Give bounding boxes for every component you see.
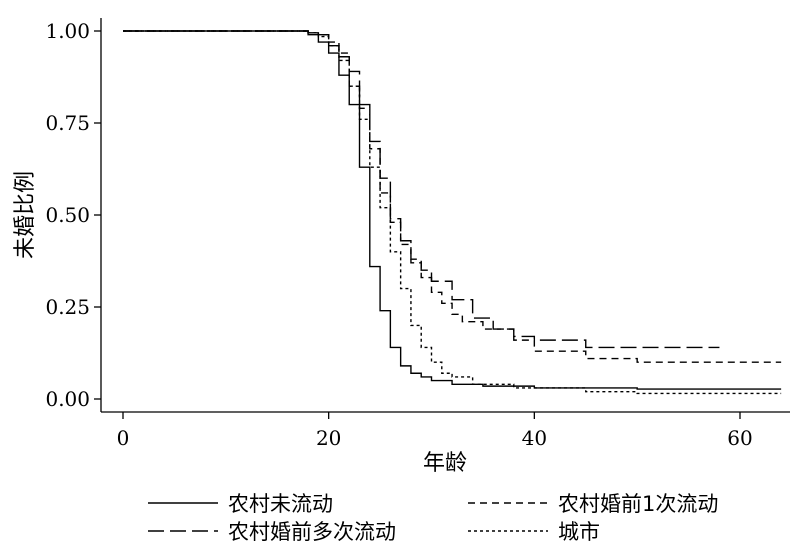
legend-label-2: 农村婚前1次流动 [558,492,718,516]
series-line-2 [123,30,782,363]
y-axis-title: 未婚比例 [13,171,38,259]
series-line-1 [123,30,782,390]
x-tick-label: 60 [727,426,752,450]
x-tick-label: 0 [117,426,130,450]
y-tick-label: 0.50 [45,203,90,227]
y-tick-label: 0.00 [45,387,90,411]
legend-label-1: 农村未流动 [228,492,333,516]
plot-series [123,30,782,395]
series-line-4 [123,30,782,395]
x-axis-title: 年龄 [423,451,467,476]
y-ticks: 0.00 0.25 0.50 0.75 1.00 [45,19,101,411]
legend-label-3: 农村婚前多次流动 [228,520,396,544]
y-tick-label: 0.25 [45,295,90,319]
x-ticks: 0 20 40 60 [117,412,753,450]
legend-label-4: 城市 [558,520,600,544]
x-tick-label: 20 [316,426,341,450]
series-line-3 [123,30,720,349]
y-tick-label: 1.00 [45,19,90,43]
y-tick-label: 0.75 [45,111,90,135]
x-tick-label: 40 [522,426,547,450]
